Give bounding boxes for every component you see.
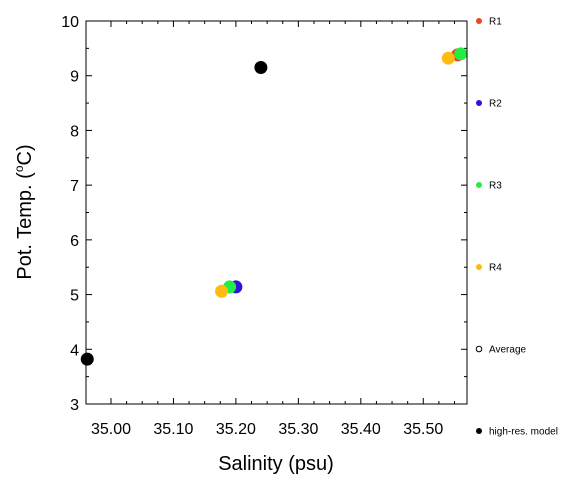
y-tick-label: 8: [70, 123, 79, 140]
legend-marker: [475, 345, 483, 353]
y-tick-label: 3: [70, 397, 79, 414]
legend-marker: [476, 428, 482, 434]
y-axis-title: Pot. Temp. (oC): [12, 144, 36, 279]
x-tick-label: 35.30: [278, 421, 318, 438]
y-tick-label: 5: [70, 288, 79, 305]
legend-label: R3: [489, 181, 502, 192]
y-tick-label: 9: [70, 69, 79, 86]
data-point: [454, 47, 468, 61]
x-tick-label: 35.40: [341, 421, 381, 438]
y-tick-label: 6: [70, 233, 79, 250]
x-tick-label: 35.10: [153, 421, 193, 438]
legend-label: high-res. model: [489, 427, 558, 438]
data-point: [215, 284, 229, 298]
x-tick-label: 35.50: [403, 421, 443, 438]
y-tick-label: 4: [70, 342, 79, 359]
y-tick-label: 10: [61, 14, 79, 31]
data-points: [80, 47, 468, 366]
x-tick-label: 35.00: [91, 421, 131, 438]
x-tick-label: 35.20: [216, 421, 256, 438]
legend-label: R4: [489, 263, 502, 274]
data-point: [441, 51, 455, 65]
x-axis-title: Salinity (psu): [218, 453, 334, 475]
legend-marker: [476, 264, 482, 270]
data-point: [80, 352, 94, 366]
data-point: [254, 61, 268, 75]
legend-label: Average: [489, 345, 527, 356]
y-tick-label: 7: [70, 178, 79, 195]
legend-marker: [476, 100, 482, 106]
legend: R1 R2 R3 R4 Average high-res. model: [475, 17, 558, 438]
plot-frame: [85, 20, 468, 405]
legend-marker: [476, 182, 482, 188]
plot-axes: 35.00 35.10 35.20 35.30 35.40 35.50 3 4 5 6 7 8 9 10: [61, 14, 467, 438]
legend-label: R1: [489, 17, 502, 28]
legend-label: R2: [489, 99, 502, 110]
legend-marker: [476, 18, 482, 24]
